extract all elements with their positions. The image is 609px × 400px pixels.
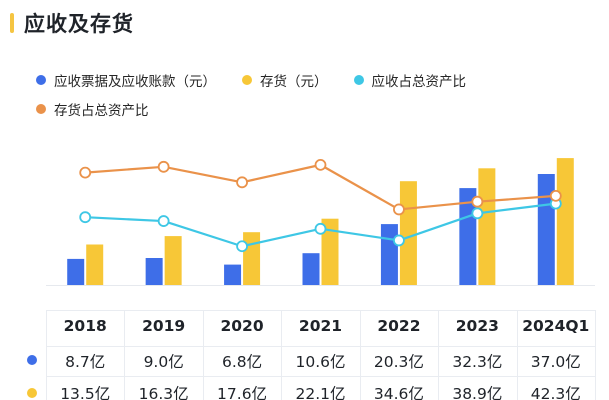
bar-receivables-2020 <box>224 264 242 285</box>
point-inventory-ratio-2019 <box>157 160 170 173</box>
table-row-dot-inventory <box>27 388 37 398</box>
bar-inventory-2022 <box>399 181 417 285</box>
table-cell-inventory-2024Q1: 42.3亿 <box>530 385 581 400</box>
bar-receivables-2021 <box>302 253 320 285</box>
legend-item-inventory-ratio[interactable]: 存货占总资产比 <box>36 99 149 119</box>
point-receivables-ratio-2020 <box>236 240 248 253</box>
table-cell-receivables-2021: 10.6亿 <box>295 353 346 371</box>
point-inventory-ratio-2020 <box>236 176 248 189</box>
data-table: 2018 2019 2020 2021 2022 2023 2024Q1 8.7亿 9.0亿 6.… <box>0 300 609 400</box>
table-cell-inventory-2023: 38.9亿 <box>452 385 503 400</box>
table-header-2019: 2019 <box>142 317 186 335</box>
table-header-2021: 2021 <box>298 317 343 335</box>
bar-inventory-2021 <box>321 218 339 285</box>
table-header-2024Q1: 2024Q1 <box>522 317 590 335</box>
legend-label-inventory: 存货（元） <box>260 74 328 90</box>
table-vline-6 <box>516 310 518 400</box>
table-header-2020: 2020 <box>220 317 264 335</box>
point-inventory-ratio-2018 <box>79 166 92 179</box>
legend-dot-inventory <box>242 75 252 85</box>
table-vline-4 <box>359 310 361 400</box>
legend-item-receivables-ratio[interactable]: 应收占总资产比 <box>353 70 467 90</box>
table-cell-inventory-2020: 17.6亿 <box>217 385 268 400</box>
table-cell-receivables-2020: 6.8亿 <box>221 353 263 371</box>
table-cell-receivables-2024Q1: 37.0亿 <box>530 353 581 371</box>
table-row-dot-receivables <box>27 355 37 365</box>
bar-receivables-2018 <box>67 258 85 285</box>
table-cell-receivables-2018: 8.7亿 <box>65 353 106 371</box>
legend-label-receivables-ratio: 应收占总资产比 <box>371 74 467 90</box>
table-cell-inventory-2019: 16.3亿 <box>138 385 189 400</box>
table-header-2018: 2018 <box>63 317 107 335</box>
point-receivables-ratio-2018 <box>79 211 92 224</box>
table-vline-7 <box>595 310 596 400</box>
legend-label-inventory-ratio: 存货占总资产比 <box>54 103 149 119</box>
table-vline-2 <box>202 310 204 400</box>
point-inventory-ratio-2023 <box>471 195 484 208</box>
bar-receivables-2022 <box>380 224 398 285</box>
combo-chart <box>46 158 595 286</box>
table-hline-2 <box>46 376 595 377</box>
title-accent-bar <box>10 13 14 33</box>
table-cell-inventory-2022: 34.6亿 <box>373 385 424 400</box>
legend-row-2: 存货占总资产比 <box>36 99 175 119</box>
point-receivables-ratio-2021 <box>314 222 327 235</box>
bar-inventory-2019 <box>164 236 182 285</box>
legend-dot-inventory-ratio <box>36 104 46 114</box>
table-hline-0 <box>46 310 595 311</box>
table-cell-receivables-2022: 20.3亿 <box>373 353 424 371</box>
chart-title: 应收及存货 <box>10 8 134 38</box>
legend-item-receivables[interactable]: 应收票据及应收账款（元） <box>36 70 216 90</box>
table-vline-1 <box>124 310 126 400</box>
page-title: 应收及存货 <box>24 12 134 36</box>
legend-dot-receivables-ratio <box>353 75 364 85</box>
table-cell-receivables-2019: 9.0亿 <box>143 353 184 371</box>
point-inventory-ratio-2024Q1 <box>549 189 562 202</box>
bar-receivables-2019 <box>145 258 163 285</box>
table-vline-3 <box>281 310 283 400</box>
table-hline-1 <box>46 346 595 347</box>
table-header-2023: 2023 <box>455 317 499 335</box>
table-header-2022: 2022 <box>377 317 421 335</box>
bar-inventory-2024Q1 <box>556 158 574 285</box>
point-receivables-ratio-2023 <box>471 207 484 220</box>
legend-dot-receivables <box>36 75 46 85</box>
bar-inventory-2023 <box>478 168 496 285</box>
bar-inventory-2018 <box>86 244 104 285</box>
table-vline-5 <box>438 310 440 400</box>
table-cell-inventory-2018: 13.5亿 <box>60 385 111 400</box>
point-inventory-ratio-2021 <box>314 158 327 171</box>
point-inventory-ratio-2022 <box>393 203 405 216</box>
legend-item-inventory[interactable]: 存货（元） <box>242 70 328 90</box>
bar-receivables-2024Q1 <box>537 174 555 285</box>
legend-row-1: 应收票据及应收账款（元） 存货（元） 应收占总资产比 <box>36 70 492 90</box>
bar-inventory-2020 <box>243 232 261 285</box>
table-cell-receivables-2023: 32.3亿 <box>452 353 503 371</box>
point-receivables-ratio-2019 <box>157 215 170 227</box>
table-vline-0 <box>46 310 47 400</box>
table-cell-inventory-2021: 22.1亿 <box>295 385 346 400</box>
legend-label-receivables: 应收票据及应收账款（元） <box>54 74 216 90</box>
point-receivables-ratio-2022 <box>393 234 405 247</box>
